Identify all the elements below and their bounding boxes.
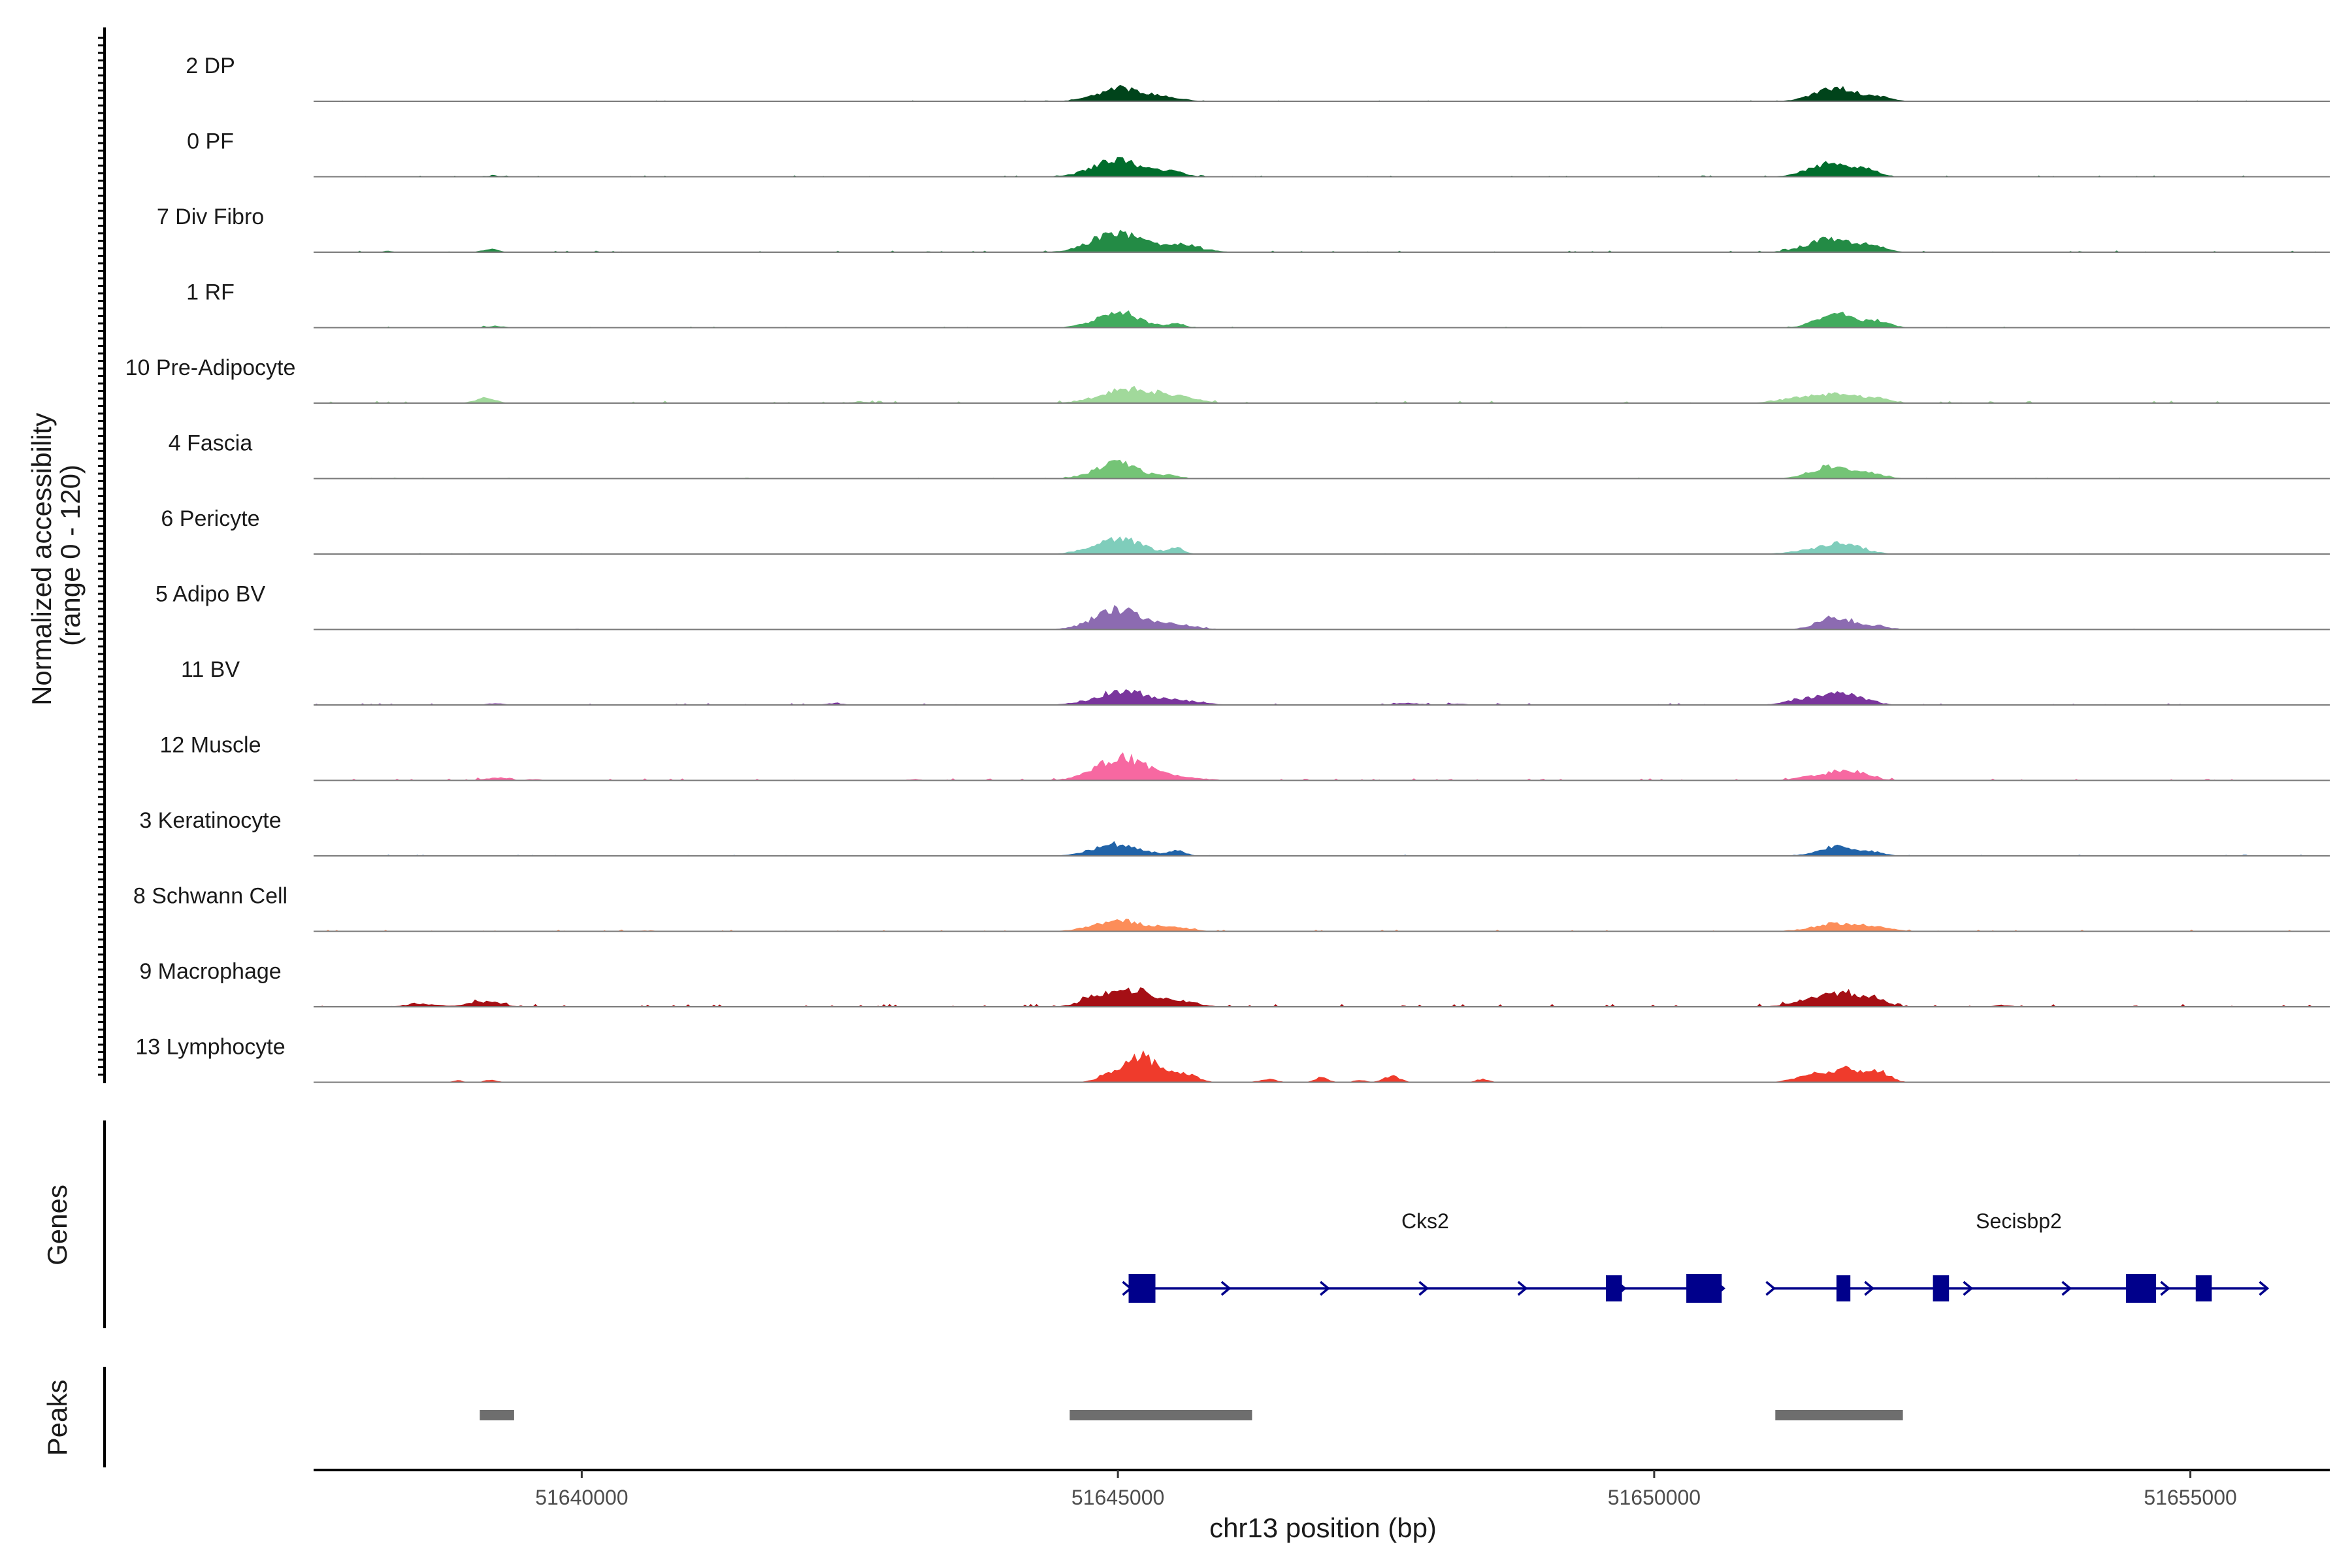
strand-arrow bbox=[1418, 1281, 1429, 1296]
gene-label: Secisbp2 bbox=[1976, 1209, 2062, 1233]
genes-panel: Genes Cks2 Secisbp2 bbox=[42, 1120, 2270, 1328]
coverage-track: 1 RF bbox=[186, 280, 2330, 329]
strand-arrow bbox=[2259, 1281, 2270, 1296]
track-label: 12 Muscle bbox=[160, 733, 261, 758]
exon bbox=[1686, 1274, 1722, 1303]
coverage-area bbox=[314, 689, 2330, 705]
exon bbox=[1933, 1275, 1950, 1301]
coverage-y-axis-title-line1: Normalized accessibility bbox=[26, 413, 57, 706]
coverage-y-axis-title-line2: (range 0 - 120) bbox=[55, 465, 86, 646]
gene-model: Secisbp2 bbox=[1765, 1209, 2270, 1303]
strand-arrow bbox=[2061, 1281, 2072, 1296]
genes-panel-label: Genes bbox=[42, 1184, 73, 1266]
coverage-area bbox=[314, 1050, 2330, 1083]
coverage-area bbox=[314, 536, 2330, 554]
gene-label: Cks2 bbox=[1401, 1209, 1449, 1233]
track-label: 3 Keratinocyte bbox=[139, 808, 281, 833]
x-axis-title: chr13 position (bp) bbox=[1209, 1512, 1437, 1543]
strand-arrow bbox=[1319, 1281, 1330, 1296]
track-label: 5 Adipo BV bbox=[155, 582, 266, 607]
coverage-area bbox=[314, 229, 2330, 252]
exon bbox=[1128, 1274, 1156, 1303]
coverage-track: 7 Div Fibro bbox=[157, 204, 2330, 253]
track-label: 13 Lymphocyte bbox=[135, 1035, 285, 1060]
exon bbox=[2126, 1274, 2157, 1303]
coverage-y-axis-title: Normalized accessibility (range 0 - 120) bbox=[26, 405, 86, 706]
track-label: 8 Schwann Cell bbox=[133, 884, 287, 909]
peak-region bbox=[1070, 1410, 1252, 1420]
x-tick-label: 51650000 bbox=[1608, 1486, 1701, 1509]
x-tick-label: 51640000 bbox=[535, 1486, 628, 1509]
coverage-track: 13 Lymphocyte bbox=[135, 1035, 2330, 1083]
coverage-track: 0 PF bbox=[187, 129, 2330, 178]
coverage-track: 8 Schwann Cell bbox=[133, 884, 2330, 932]
track-label: 11 BV bbox=[181, 657, 240, 682]
track-label: 10 Pre-Adipocyte bbox=[125, 355, 296, 380]
coverage-area bbox=[314, 157, 2330, 177]
gene-model: Cks2 bbox=[1122, 1209, 1726, 1303]
coverage-area bbox=[314, 84, 2330, 101]
track-label: 9 Macrophage bbox=[139, 959, 281, 984]
strand-arrow bbox=[1517, 1281, 1528, 1296]
coverage-y-axis-ticks bbox=[98, 37, 105, 1076]
coverage-y-axis bbox=[98, 27, 106, 1083]
exon bbox=[1606, 1275, 1622, 1301]
strand-arrow bbox=[1765, 1281, 1776, 1296]
peak-region bbox=[1775, 1410, 1903, 1420]
coverage-area bbox=[314, 605, 2330, 630]
exon bbox=[2195, 1275, 2212, 1301]
strand-arrow bbox=[1220, 1281, 1232, 1296]
coverage-track: 4 Fascia bbox=[169, 431, 2330, 480]
coverage-track: 2 DP bbox=[186, 54, 2330, 102]
strand-arrow bbox=[1963, 1281, 1974, 1296]
peak-region bbox=[480, 1410, 514, 1420]
coverage-area bbox=[314, 310, 2330, 328]
strand-arrow bbox=[1864, 1281, 1875, 1296]
track-label: 2 DP bbox=[186, 54, 235, 78]
track-label: 1 RF bbox=[186, 280, 235, 305]
peaks-panel: Peaks bbox=[42, 1367, 1903, 1467]
coverage-track: 10 Pre-Adipocyte bbox=[125, 355, 2330, 404]
coverage-area bbox=[314, 919, 2330, 932]
track-label: 0 PF bbox=[187, 129, 234, 154]
track-label: 4 Fascia bbox=[169, 431, 253, 456]
exon bbox=[1836, 1275, 1851, 1301]
x-axis-ticks: 51640000 51645000 51650000 51655000 bbox=[535, 1470, 2237, 1509]
coverage-track: 3 Keratinocyte bbox=[139, 808, 2330, 857]
coverage-area bbox=[314, 987, 2330, 1007]
peaks-panel-label: Peaks bbox=[42, 1380, 73, 1456]
coverage-track: 5 Adipo BV bbox=[155, 582, 2330, 630]
coverage-track: 6 Pericyte bbox=[161, 506, 2330, 555]
track-label: 6 Pericyte bbox=[161, 506, 259, 531]
coverage-tracks: 2 DP 0 PF 7 Div Fibro 1 RF 10 Pre-Adipocyte 4… bbox=[125, 54, 2330, 1083]
coverage-track: 12 Muscle bbox=[160, 733, 2330, 781]
x-tick-label: 51645000 bbox=[1071, 1486, 1164, 1509]
gene-models: Cks2 Secisbp2 bbox=[1122, 1209, 2270, 1303]
peak-regions bbox=[480, 1410, 1903, 1420]
coverage-area bbox=[314, 459, 2330, 479]
coverage-area bbox=[314, 385, 2330, 403]
x-axis: 51640000 51645000 51650000 51655000 chr13 p… bbox=[314, 1469, 2330, 1543]
track-label: 7 Div Fibro bbox=[157, 204, 264, 229]
coverage-track: 9 Macrophage bbox=[139, 959, 2330, 1007]
strand-arrow bbox=[2160, 1281, 2171, 1296]
coverage-area bbox=[314, 841, 2330, 856]
coverage-track: 11 BV bbox=[181, 657, 2330, 706]
x-tick-label: 51655000 bbox=[2144, 1486, 2236, 1509]
